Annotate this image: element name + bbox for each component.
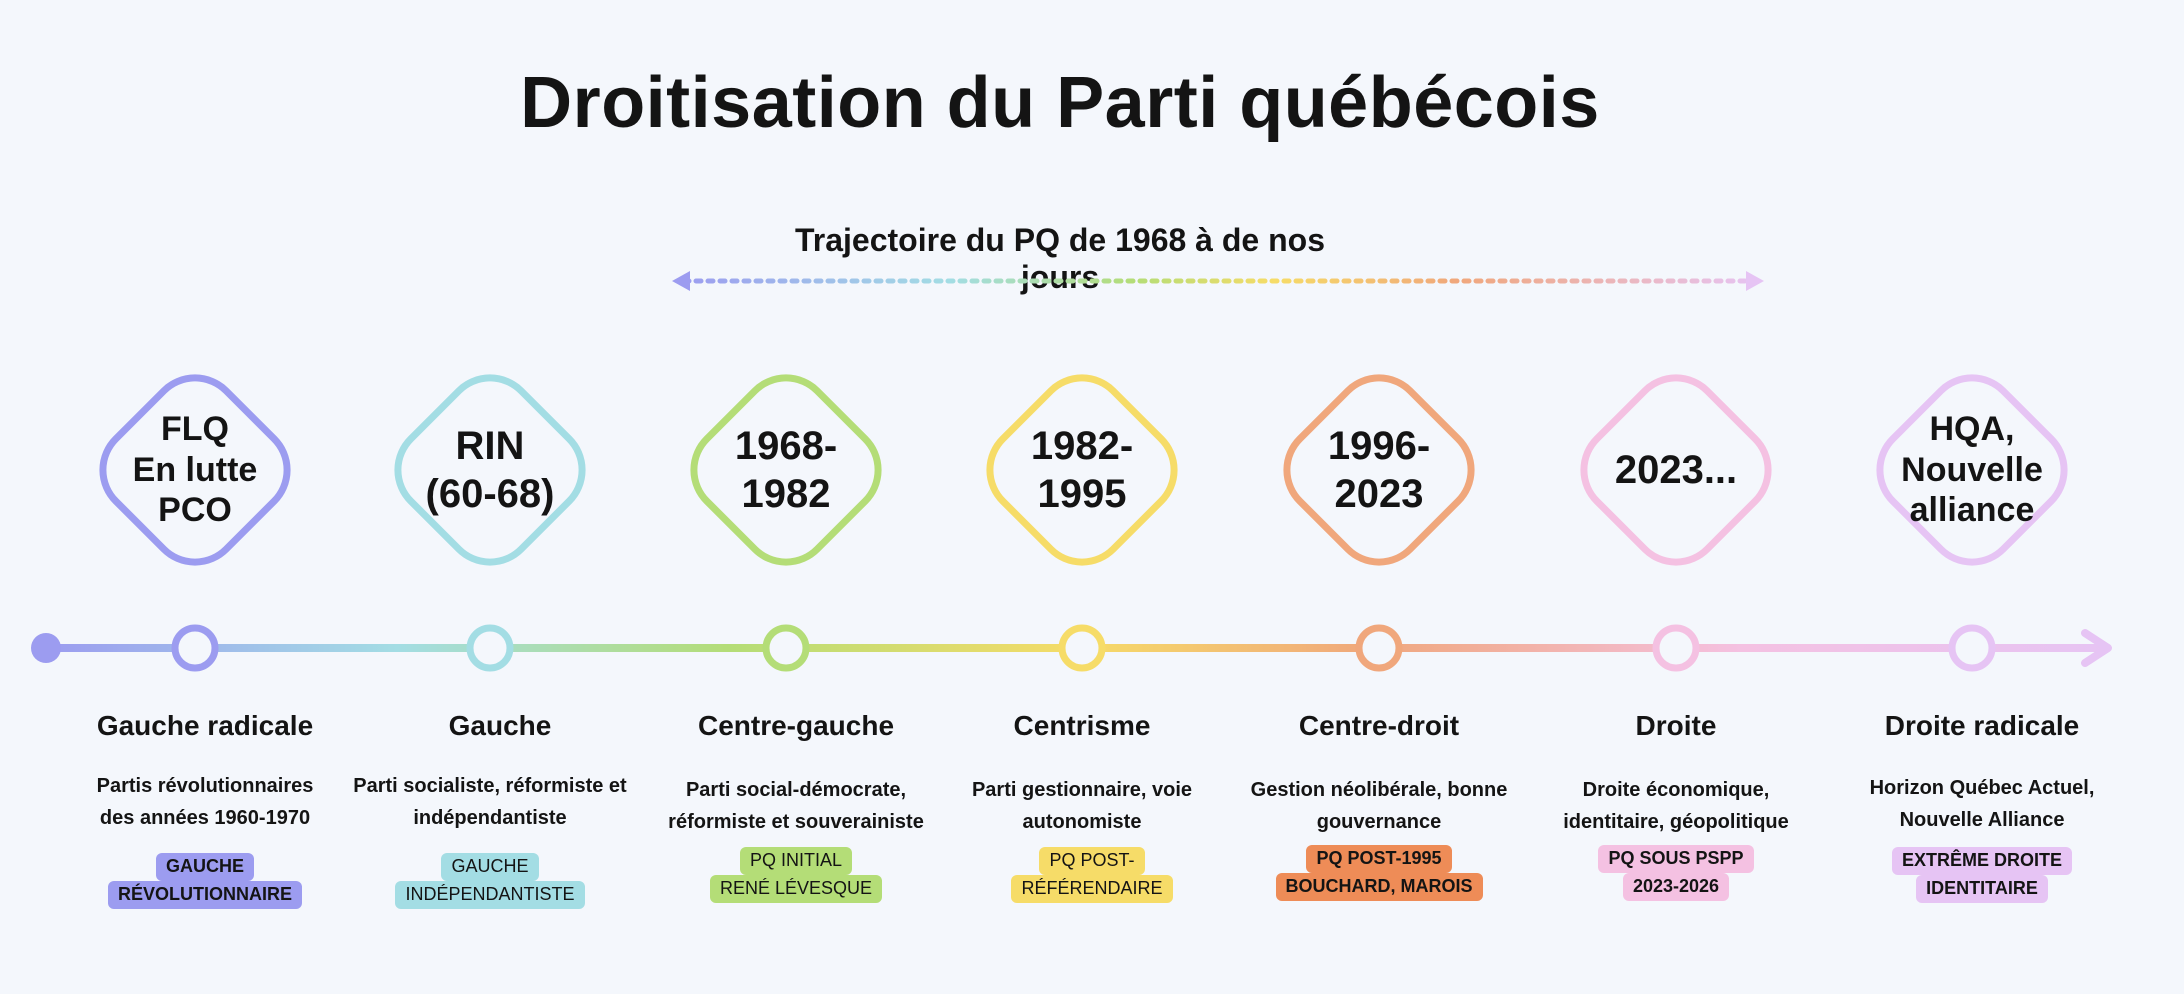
stage-diamond [690,374,882,566]
stage-period-label: 1968- 1982 [676,360,896,580]
stage-tag: EXTRÊME DROITE IDENTITAIRE [1832,847,2132,903]
stage-description-line: Parti gestionnaire, voie [971,779,1193,801]
stage-description: Horizon Québec Actuel, Nouvelle Alliance [1827,772,2137,836]
stage-period-line: alliance [1909,491,2035,530]
stage-tag-line: INDÉPENDANTISTE [395,880,585,909]
stage-period-line: RIN [455,424,525,468]
stage-tag-line: PQ INITIAL [739,847,853,875]
stage-description-line: identitaire, géopolitique [1563,811,1789,833]
stage-period-label: 1996- 2023 [1269,360,1489,580]
stage-period-line: 2023... [1614,448,1738,492]
stage-description-line: indépendantiste [413,807,567,829]
stage-description: Partis révolutionnaires des années 1960-1… [50,770,360,834]
stage-period-line: HQA, [1929,409,2015,448]
stage-tag-line: RÉVOLUTIONNAIRE [107,880,302,909]
stage-period-line: En lutte [132,450,258,489]
stage-name: Centrisme [1013,710,1151,741]
stage-period-line: 1982 [741,472,831,516]
stage-name: Droite radicale [1884,710,2080,741]
timeline-node [1058,624,1106,672]
trajectory-double-arrow [672,271,1764,291]
stage-description-line: Horizon Québec Actuel, [1869,777,2095,799]
stage-name: Gauche [448,710,552,741]
stage-diamonds [99,374,2068,566]
stage-tag-line: 2023-2026 [1622,872,1730,901]
stage-description: Parti gestionnaire, voie autonomiste [927,774,1237,838]
stage-period-label: RIN (60-68) [380,360,600,580]
stage-diamond [986,374,1178,566]
stage-tag-line: PQ POST- [1039,847,1145,875]
timeline-node [1652,624,1700,672]
timeline-node [466,624,514,672]
timeline-node [762,624,810,672]
stage-description-line: Gestion néolibérale, bonne [1250,779,1508,801]
stage-diamond [1580,374,1772,566]
stage-period-label: HQA, Nouvelle alliance [1862,360,2082,580]
timeline-subtitle: Trajectoire du PQ de 1968 à de nos jours [795,222,1325,295]
stage-period-line: Nouvelle [1901,450,2043,489]
stage-description: Parti social-démocrate, réformiste et sou… [641,774,951,838]
stage-tag: PQ SOUS PSPP 2023-2026 [1526,845,1826,901]
stage-diamond [99,374,291,566]
stage-tag: PQ POST- RÉFÉRENDAIRE [942,847,1242,903]
stage-tag-line: GAUCHE [155,853,254,881]
stage-tag-line: EXTRÊME DROITE [1891,847,2072,875]
stage-description-line: autonomiste [1022,811,1142,833]
stage-diamond [394,374,586,566]
stage-name: Centre-droit [1298,710,1460,741]
stage-tag: PQ POST-1995 BOUCHARD, MAROIS [1229,845,1529,901]
timeline-nodes [171,624,1996,672]
stage-description-line: Droite économique, [1582,779,1770,801]
stage-period-line: 1968- [734,424,838,468]
stage-name: Centre-gauche [697,710,895,741]
stage-description-line: Partis révolutionnaires [96,775,314,797]
stage-tag: GAUCHE INDÉPENDANTISTE [340,853,640,909]
stage-period-line: PCO [158,491,232,530]
stage-tag: PQ INITIAL RENÉ LÉVESQUE [646,847,946,903]
stage-tag-line: PQ POST-1995 [1306,845,1452,873]
stage-tag-line: RENÉ LÉVESQUE [709,874,883,903]
stage-period-line: 1982- [1030,424,1134,468]
timeline-start-dot [31,633,61,663]
stage-period-label: 1982- 1995 [972,360,1192,580]
stage-description-line: gouvernance [1316,811,1442,833]
stage-tag-line: GAUCHE [441,853,539,881]
stage-description-line: Parti social-démocrate, [685,779,907,801]
stage-diamond [1876,374,2068,566]
stage-period-line: 1995 [1037,472,1127,516]
stage-tag-line: RÉFÉRENDAIRE [1011,874,1173,903]
stage-tag: GAUCHE RÉVOLUTIONNAIRE [55,853,355,909]
stage-description: Gestion néolibérale, bonne gouvernance [1224,774,1534,838]
stage-description: Droite économique, identitaire, géopoliti… [1521,774,1831,838]
stage-period-line: 1996- [1327,424,1431,468]
stage-name: Droite [1635,710,1717,741]
stage-diamond [1283,374,1475,566]
page-title: Droitisation du Parti québécois [520,63,1600,143]
stage-period-label: 2023... [1566,360,1786,580]
stage-description-line: des années 1960-1970 [99,807,311,829]
stage-period-label: FLQ En lutte PCO [85,360,305,580]
stage-name: Gauche radicale [96,710,314,741]
stage-description-line: Parti socialiste, réformiste et [353,775,627,797]
timeline-node [171,624,219,672]
stage-description-line: Nouvelle Alliance [1899,809,2065,831]
timeline-node [1355,624,1403,672]
stage-period-line: 2023 [1334,472,1424,516]
stage-tag-line: BOUCHARD, MAROIS [1275,872,1483,901]
stage-description-line: réformiste et souverainiste [668,811,924,833]
stage-tag-line: IDENTITAIRE [1916,874,2048,903]
stage-tag-line: PQ SOUS PSPP [1598,845,1754,873]
stage-period-line: (60-68) [425,472,555,516]
timeline-node [1948,624,1996,672]
stage-period-line: FLQ [161,409,229,448]
stage-description: Parti socialiste, réformiste et indépenda… [335,770,645,834]
